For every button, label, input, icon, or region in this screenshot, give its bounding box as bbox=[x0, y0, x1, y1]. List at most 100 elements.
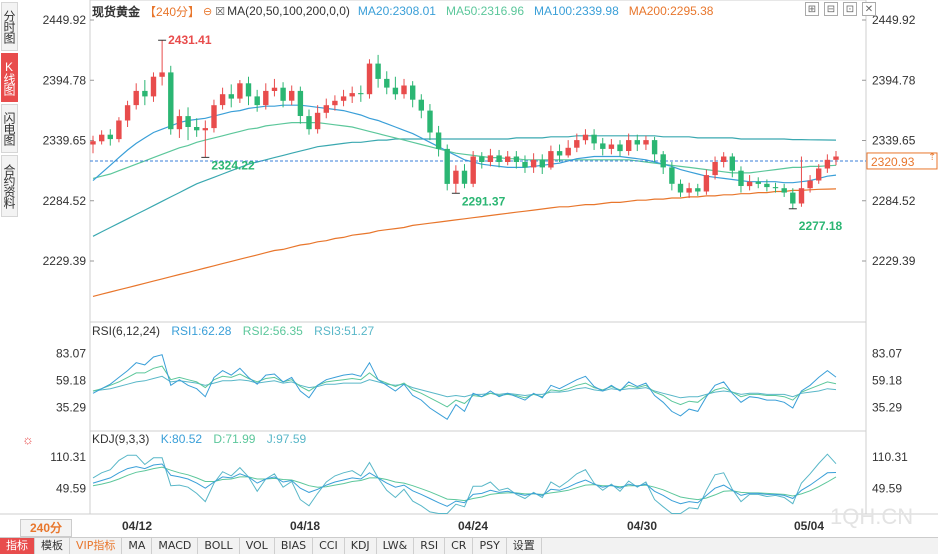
kdj-j-value: J:97.59 bbox=[266, 432, 307, 446]
tab-ma[interactable]: MA bbox=[122, 538, 153, 554]
tab-cci[interactable]: CCI bbox=[313, 538, 345, 554]
layout-icon[interactable]: ⊡ bbox=[843, 2, 857, 16]
kdj-j-line bbox=[92, 453, 837, 514]
candle-body bbox=[677, 183, 684, 193]
x-tick-label: 04/30 bbox=[627, 519, 658, 533]
candle-body bbox=[349, 93, 355, 97]
price-tick-left: 2284.52 bbox=[43, 194, 87, 208]
kdj-k-value: K:80.52 bbox=[160, 432, 203, 446]
tab-rsi[interactable]: RSI bbox=[414, 538, 446, 554]
tab-bias[interactable]: BIAS bbox=[275, 538, 314, 554]
ma-params: MA(20,50,100,200,0,0) bbox=[227, 4, 350, 18]
rsi-tick-right: 59.18 bbox=[872, 374, 902, 388]
close-icon[interactable]: ✕ bbox=[862, 2, 876, 16]
price-tick-left: 2394.78 bbox=[43, 73, 87, 87]
ma50-line bbox=[92, 122, 837, 179]
ma20-value: MA20:2308.01 bbox=[357, 4, 436, 18]
watermark: 1QH.CN bbox=[830, 504, 914, 529]
price-tick-left: 2229.39 bbox=[43, 254, 87, 268]
period-label[interactable]: 【240分】 bbox=[144, 4, 201, 19]
candle-body bbox=[634, 140, 640, 145]
kdj-tick-left: 110.31 bbox=[50, 450, 86, 464]
candle-body bbox=[807, 180, 813, 189]
ma20-line bbox=[92, 104, 837, 184]
ma50-value: MA50:2316.96 bbox=[445, 4, 525, 18]
rsi-tick-left: 35.29 bbox=[56, 401, 86, 415]
candle-body bbox=[505, 156, 511, 162]
period-selector[interactable]: 240分 bbox=[20, 519, 72, 537]
candle-body bbox=[643, 140, 649, 145]
candle-body bbox=[90, 141, 96, 145]
indicator-settings-icon[interactable]: ☒ bbox=[215, 5, 226, 18]
tab-lightning[interactable]: 闪电图 bbox=[1, 104, 18, 153]
tab-macd[interactable]: MACD bbox=[152, 538, 199, 554]
tab-indicator[interactable]: 指标 bbox=[0, 538, 35, 554]
tab-settings[interactable]: 设置 bbox=[507, 538, 542, 554]
candle-body bbox=[271, 87, 278, 91]
candle-body bbox=[168, 72, 174, 130]
tab-vol[interactable]: VOL bbox=[240, 538, 275, 554]
x-tick-label: 04/12 bbox=[122, 519, 153, 533]
tab-contract-info[interactable]: 合约资料 bbox=[1, 155, 18, 217]
candle-body bbox=[591, 134, 597, 144]
candle-body bbox=[124, 105, 131, 121]
extreme-label: 2431.41 bbox=[168, 33, 212, 47]
current-price-label: 2320.93 bbox=[871, 155, 915, 169]
candle-body bbox=[263, 90, 269, 106]
candle-body bbox=[755, 181, 761, 184]
candle-body bbox=[574, 140, 580, 148]
candle-body bbox=[721, 156, 727, 162]
tab-boll[interactable]: BOLL bbox=[198, 538, 240, 554]
tab-psy[interactable]: PSY bbox=[473, 538, 507, 554]
grid-view-icon[interactable]: ⊟ bbox=[824, 2, 838, 16]
tab-timeshare[interactable]: 分时图 bbox=[1, 2, 18, 51]
price-tick-left: 2339.65 bbox=[43, 134, 87, 148]
candle-body bbox=[427, 110, 433, 133]
candle-body bbox=[314, 112, 321, 130]
candle-body bbox=[669, 167, 675, 184]
rsi1-value: RSI1:62.28 bbox=[171, 324, 232, 338]
tab-template[interactable]: 模板 bbox=[35, 538, 70, 554]
price-tick-right: 2449.92 bbox=[872, 13, 916, 27]
candle-body bbox=[548, 151, 554, 168]
candle-body bbox=[522, 162, 528, 168]
price-tick-left: 2449.92 bbox=[43, 13, 87, 27]
candle-body bbox=[211, 105, 217, 129]
ma200-value: MA200:2295.38 bbox=[628, 4, 714, 18]
rsi-tick-left: 83.07 bbox=[56, 347, 86, 361]
kdj-k-line bbox=[92, 463, 837, 507]
candle-body bbox=[600, 143, 606, 149]
candle-body bbox=[280, 87, 286, 101]
candle-body bbox=[479, 156, 485, 162]
tab-lw[interactable]: LW& bbox=[377, 538, 415, 554]
kdj-tick-right: 110.31 bbox=[872, 450, 908, 464]
candle-body bbox=[245, 83, 252, 97]
price-tick-right: 2284.52 bbox=[872, 194, 916, 208]
kdj-d-value: D:71.99 bbox=[213, 432, 256, 446]
tab-kline[interactable]: K线图 bbox=[1, 53, 18, 102]
tab-kdj[interactable]: KDJ bbox=[345, 538, 377, 554]
candle-body bbox=[617, 144, 623, 152]
candle-body bbox=[686, 188, 692, 193]
candle-body bbox=[219, 94, 226, 106]
tab-vip-indicator[interactable]: VIP指标 bbox=[70, 538, 123, 554]
candle-body bbox=[332, 100, 338, 106]
chart-header: 现货黄金 【240分】 ⊖ ☒ MA(20,50,100,200,0,0) MA… bbox=[92, 3, 713, 19]
candle-body bbox=[781, 188, 787, 193]
candle-body bbox=[746, 181, 753, 187]
candle-body bbox=[729, 156, 735, 171]
period-dropdown-icon[interactable]: ⊖ bbox=[203, 5, 213, 18]
instrument-title: 现货黄金 bbox=[92, 4, 141, 19]
candle-body bbox=[185, 116, 191, 127]
kdj-tick-left: 49.59 bbox=[56, 481, 86, 495]
candle-body bbox=[539, 159, 545, 168]
sun-icon[interactable]: ☼ bbox=[22, 432, 34, 447]
candle-body bbox=[461, 170, 468, 184]
candle-body bbox=[496, 155, 502, 162]
candle-body bbox=[565, 147, 571, 156]
candle-body bbox=[453, 170, 459, 184]
split-view-icon[interactable]: ⊞ bbox=[805, 2, 819, 16]
candle-body bbox=[470, 156, 476, 184]
tab-cr[interactable]: CR bbox=[445, 538, 474, 554]
